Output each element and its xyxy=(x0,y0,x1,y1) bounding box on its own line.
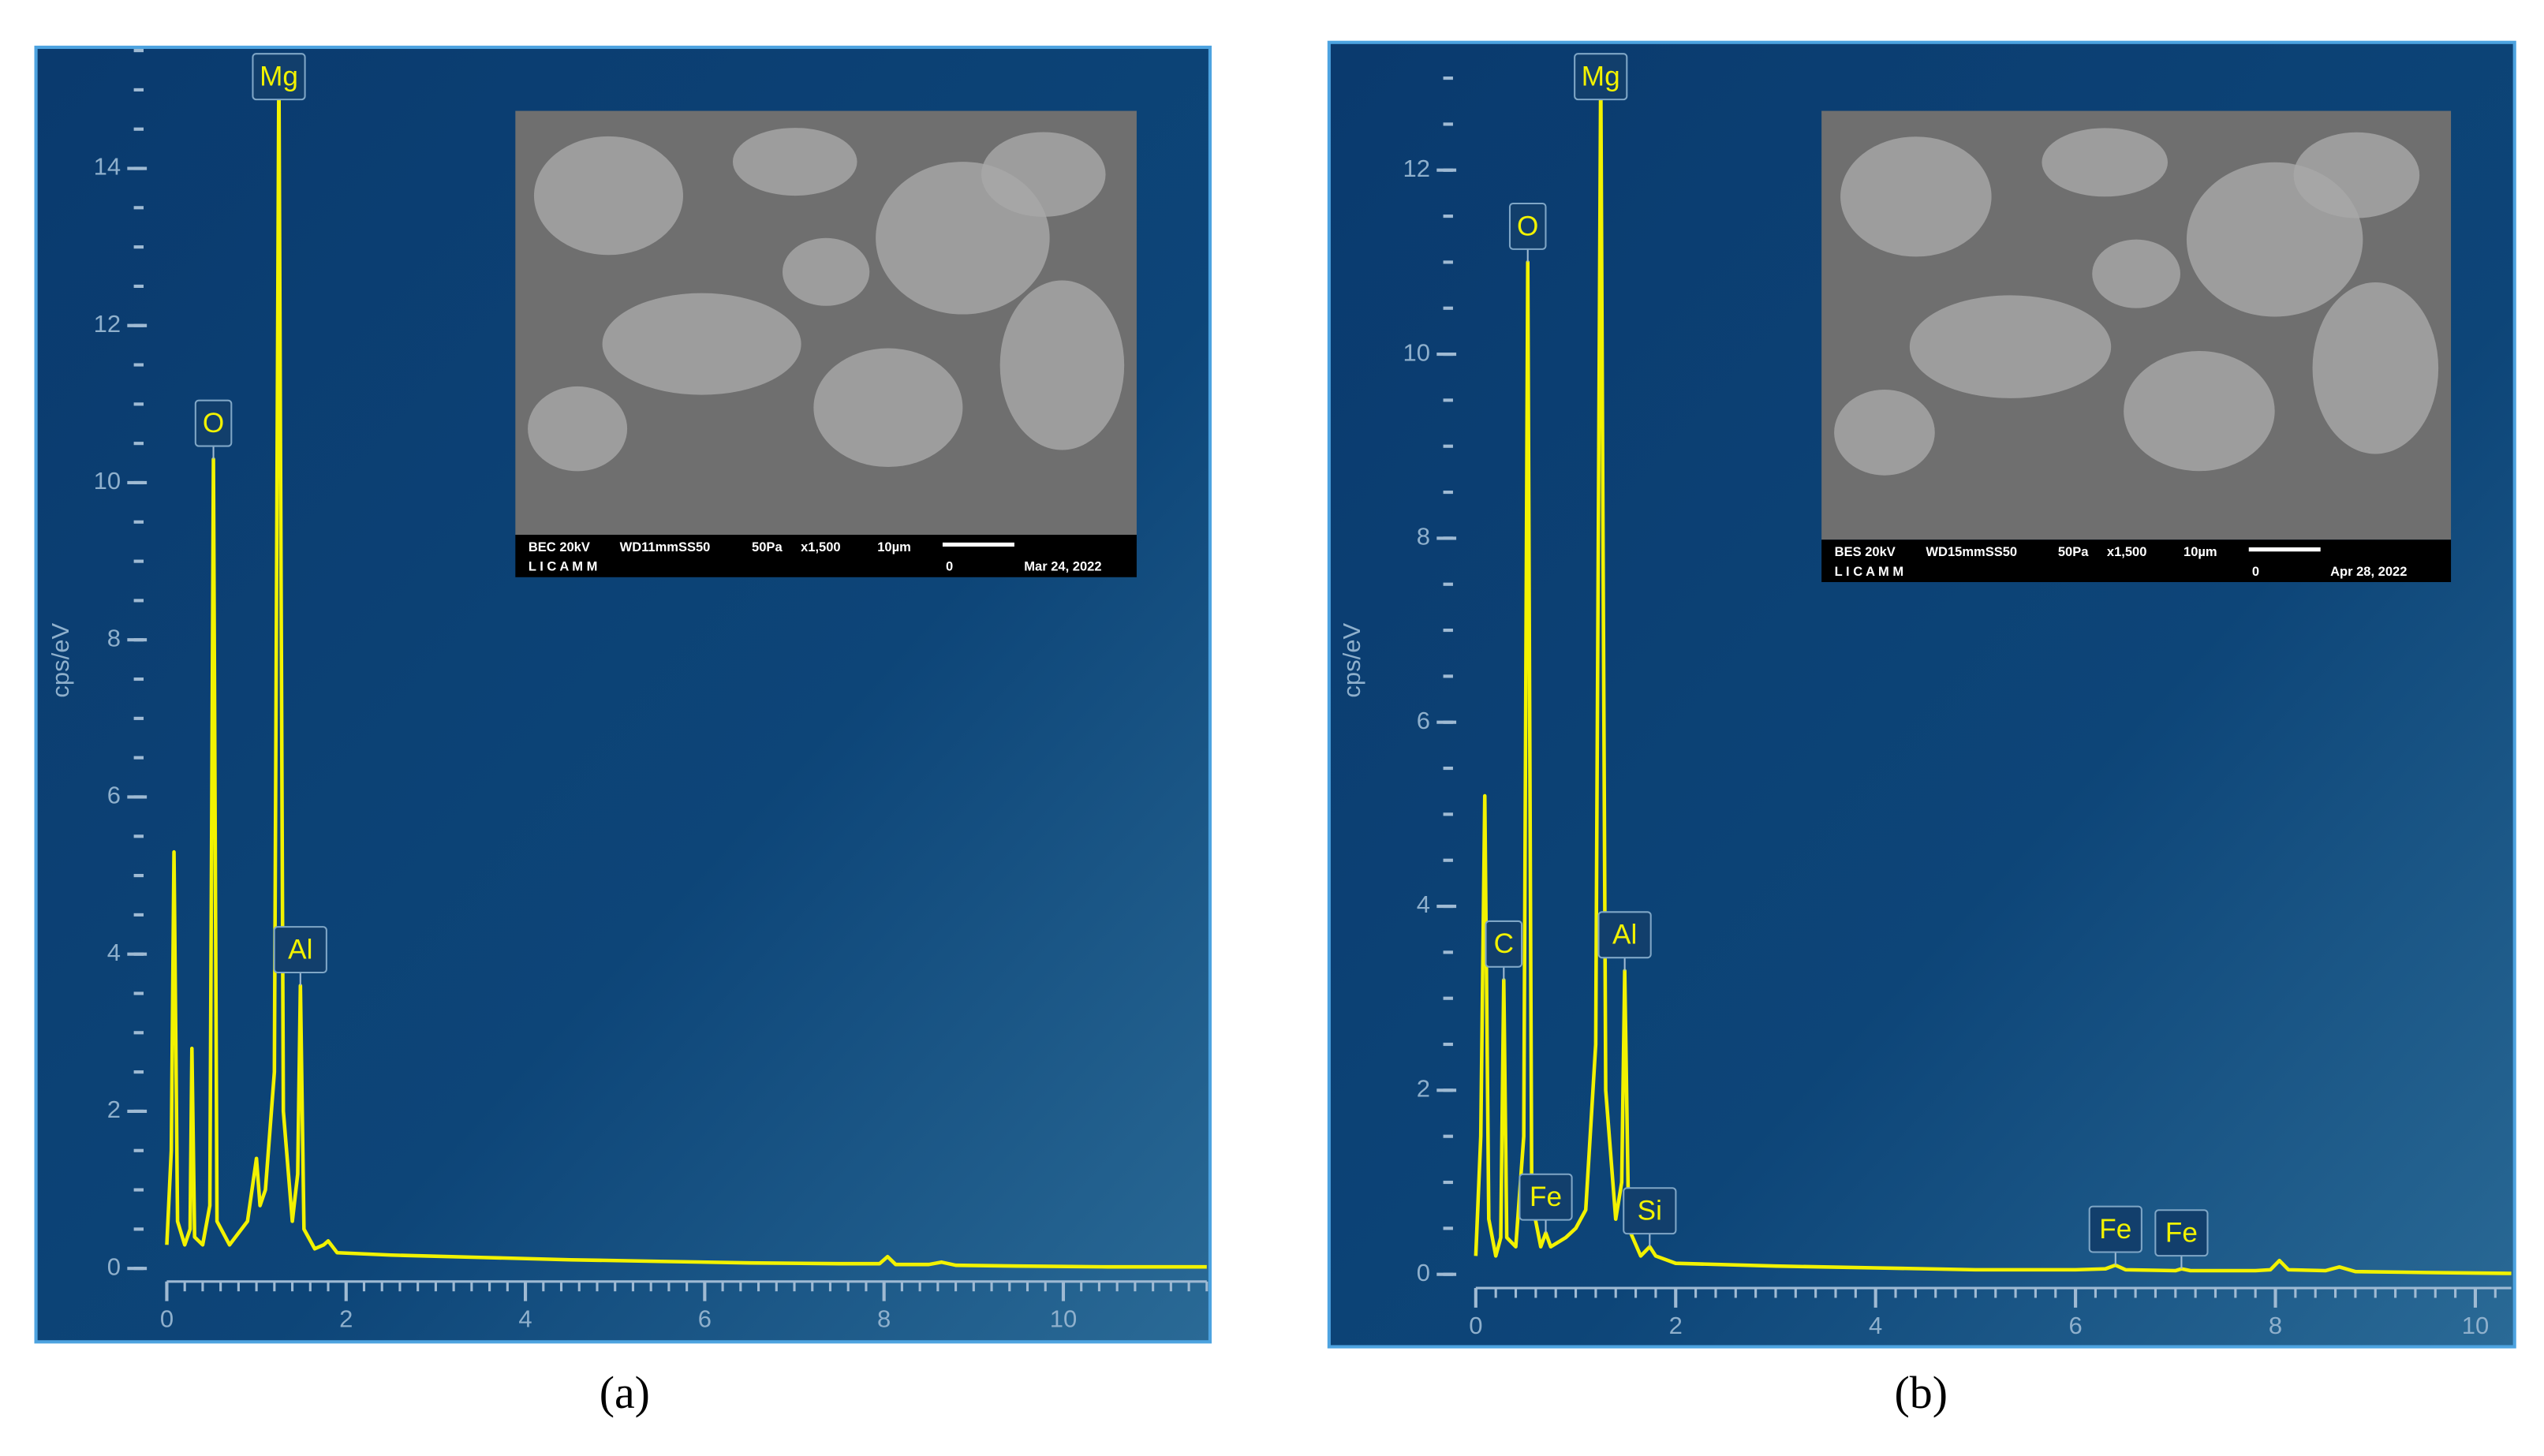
sem-particle xyxy=(528,386,628,472)
x-tick-label: 8 xyxy=(2269,1312,2282,1339)
peak-label: O xyxy=(1517,211,1538,241)
sem-info-text: x1,500 xyxy=(2107,544,2147,559)
sem-info-text: 0 xyxy=(2252,564,2259,579)
sem-info-text: L I C A M M xyxy=(1835,564,1903,579)
sem-particle xyxy=(533,136,683,256)
sem-info-text: L I C A M M xyxy=(529,559,597,574)
sem-particle xyxy=(2124,351,2275,472)
sem-particle xyxy=(2092,239,2180,308)
sem-info-text: 10µm xyxy=(2184,544,2217,559)
x-tick-label: 4 xyxy=(1869,1312,1882,1339)
peak-box xyxy=(1597,911,1652,959)
y-tick-label: 0 xyxy=(107,1253,121,1280)
peak-box xyxy=(273,926,327,974)
y-tick-label: 12 xyxy=(94,310,121,338)
sem-info-text: Apr 28, 2022 xyxy=(2330,564,2407,579)
sem-info-text: 50Pa xyxy=(752,539,783,554)
y-tick-label: 0 xyxy=(1417,1259,1430,1286)
y-tick-label: 4 xyxy=(107,939,121,966)
sem-info-text: 10µm xyxy=(877,539,911,554)
y-tick-label: 2 xyxy=(107,1096,121,1123)
peak-box xyxy=(194,399,233,447)
peak-label: Fe xyxy=(2099,1214,2131,1245)
sem-info-text: x1,500 xyxy=(801,539,841,554)
peak-label: Fe xyxy=(2165,1218,2198,1249)
panel-caption: (a) xyxy=(600,1367,650,1418)
peak-box xyxy=(1519,1173,1573,1221)
peak-label: Mg xyxy=(1582,62,1620,92)
sem-info-text: WD11mmSS50 xyxy=(620,539,711,554)
y-axis-label: cps/eV xyxy=(47,623,74,698)
x-tick-label: 10 xyxy=(2462,1312,2489,1339)
y-tick-label: 6 xyxy=(107,782,121,809)
sem-inset: BES 20kV WD15mmSS50 50Pa x1,500 10µm L I C A … xyxy=(1821,110,2452,582)
sem-info-text: 50Pa xyxy=(2058,544,2089,559)
y-tick-label: 14 xyxy=(94,153,121,181)
y-tick-label: 2 xyxy=(1417,1075,1430,1103)
panel-caption: (b) xyxy=(1894,1367,1947,1418)
sem-info-text: Mar 24, 2022 xyxy=(1024,559,1101,574)
y-tick-label: 12 xyxy=(1403,155,1430,182)
sem-particle xyxy=(813,348,963,468)
sem-info-bar xyxy=(515,535,1137,577)
sem-particle xyxy=(602,293,801,395)
peak-label: O xyxy=(203,408,224,439)
sem-info-text: 0 xyxy=(946,559,953,574)
peak-label: C xyxy=(1494,928,1514,959)
x-tick-label: 8 xyxy=(877,1305,891,1333)
peak-box xyxy=(2088,1205,2142,1253)
sem-inset: BEC 20kV WD11mmSS50 50Pa x1,500 10µm L I C A … xyxy=(515,110,1137,577)
y-tick-label: 6 xyxy=(1417,707,1430,734)
spectrum-line xyxy=(165,64,1207,1269)
spectrum-line xyxy=(1474,67,2512,1275)
y-tick-label: 10 xyxy=(94,467,121,495)
y-tick-label: 8 xyxy=(107,624,121,651)
peak-box xyxy=(1485,920,1523,968)
x-tick-label: 10 xyxy=(1050,1305,1077,1333)
peak-box xyxy=(1574,53,1628,101)
sem-info-bar xyxy=(1821,539,2452,582)
peak-label: Si xyxy=(1638,1196,1662,1226)
x-tick-label: 6 xyxy=(698,1305,712,1333)
y-tick-label: 4 xyxy=(1417,890,1430,918)
sem-info-text: BES 20kV xyxy=(1835,544,1896,559)
peak-label: Al xyxy=(1612,920,1637,950)
peak-box xyxy=(252,53,306,101)
sem-particle xyxy=(782,237,870,306)
x-tick-label: 4 xyxy=(518,1305,532,1333)
sem-particle xyxy=(1909,295,2112,398)
peak-box xyxy=(1508,202,1547,250)
peak-label: Al xyxy=(288,934,312,965)
y-axis-label: cps/eV xyxy=(1338,623,1365,698)
peak-box xyxy=(2154,1209,2209,1257)
x-tick-label: 2 xyxy=(339,1305,353,1333)
x-tick-label: 0 xyxy=(1469,1312,1482,1339)
sem-particle xyxy=(1840,136,1992,257)
sem-info-text: WD15mmSS50 xyxy=(1926,544,2017,559)
sem-info-text: BEC 20kV xyxy=(529,539,590,554)
y-tick-label: 10 xyxy=(1403,338,1430,366)
x-tick-label: 6 xyxy=(2068,1312,2082,1339)
sem-particle xyxy=(981,132,1106,217)
y-tick-label: 8 xyxy=(1417,523,1430,551)
peak-label: Fe xyxy=(1530,1182,1562,1212)
x-tick-label: 2 xyxy=(1669,1312,1683,1339)
x-tick-label: 0 xyxy=(160,1305,174,1333)
sem-particle xyxy=(2042,128,2169,197)
peak-box xyxy=(1623,1187,1677,1235)
sem-particle xyxy=(2312,282,2439,454)
sem-particle xyxy=(2293,132,2420,218)
sem-particle xyxy=(732,128,857,196)
peak-label: Mg xyxy=(260,62,298,92)
sem-particle xyxy=(1834,389,1935,476)
sem-particle xyxy=(999,280,1125,450)
